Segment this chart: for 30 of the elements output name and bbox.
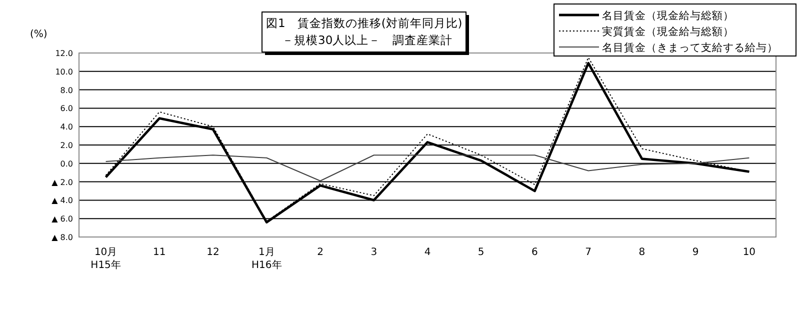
y-tick-label: 12.0 [55, 49, 73, 58]
x-tick-label: 4 [424, 247, 431, 258]
y-tick-label: ▲ 6.0 [52, 214, 73, 224]
x-tick-label: 10 [742, 247, 756, 258]
y-tick-label: 8.0 [60, 86, 73, 95]
legend-label: 名目賃金（現金給与総額） [602, 9, 734, 22]
x-tick-label: 8 [638, 247, 646, 258]
y-axis-title: (%) [30, 29, 48, 40]
x-tick-label: 6 [532, 247, 538, 258]
y-tick-label: ▲ 8.0 [52, 233, 73, 242]
chart-title: 図1 賃金指数の推移(対前年同月比) [266, 16, 462, 30]
legend-label: 名目賃金（きまって支給する給与） [602, 41, 778, 54]
y-tick-label: ▲ 2.0 [52, 178, 73, 187]
x-tick-label: 7 [585, 247, 592, 258]
y-tick-label: 2.0 [60, 141, 73, 150]
x-tick-label: 9 [692, 247, 699, 258]
x-tick-label: 5 [478, 247, 484, 258]
y-tick-label: 0.0 [60, 159, 73, 168]
y-tick-label: 4.0 [60, 122, 73, 132]
chart-subtitle: －規模30人以上－ 調査産業計 [282, 33, 453, 47]
y-tick-label: 10.0 [55, 67, 73, 76]
y-tick-label: ▲ 4.0 [52, 196, 73, 206]
y-tick-label: 6.0 [60, 104, 73, 114]
x-tick-label: 10月 H15年 [90, 247, 121, 271]
x-tick-label: 3 [370, 247, 378, 258]
x-tick-label: 2 [317, 247, 324, 258]
x-tick-label: 11 [153, 247, 166, 258]
x-tick-label: 12 [206, 247, 220, 258]
legend-label: 実質賃金（現金給与総額） [602, 25, 734, 38]
x-tick-label: 1月 H16年 [252, 247, 282, 271]
